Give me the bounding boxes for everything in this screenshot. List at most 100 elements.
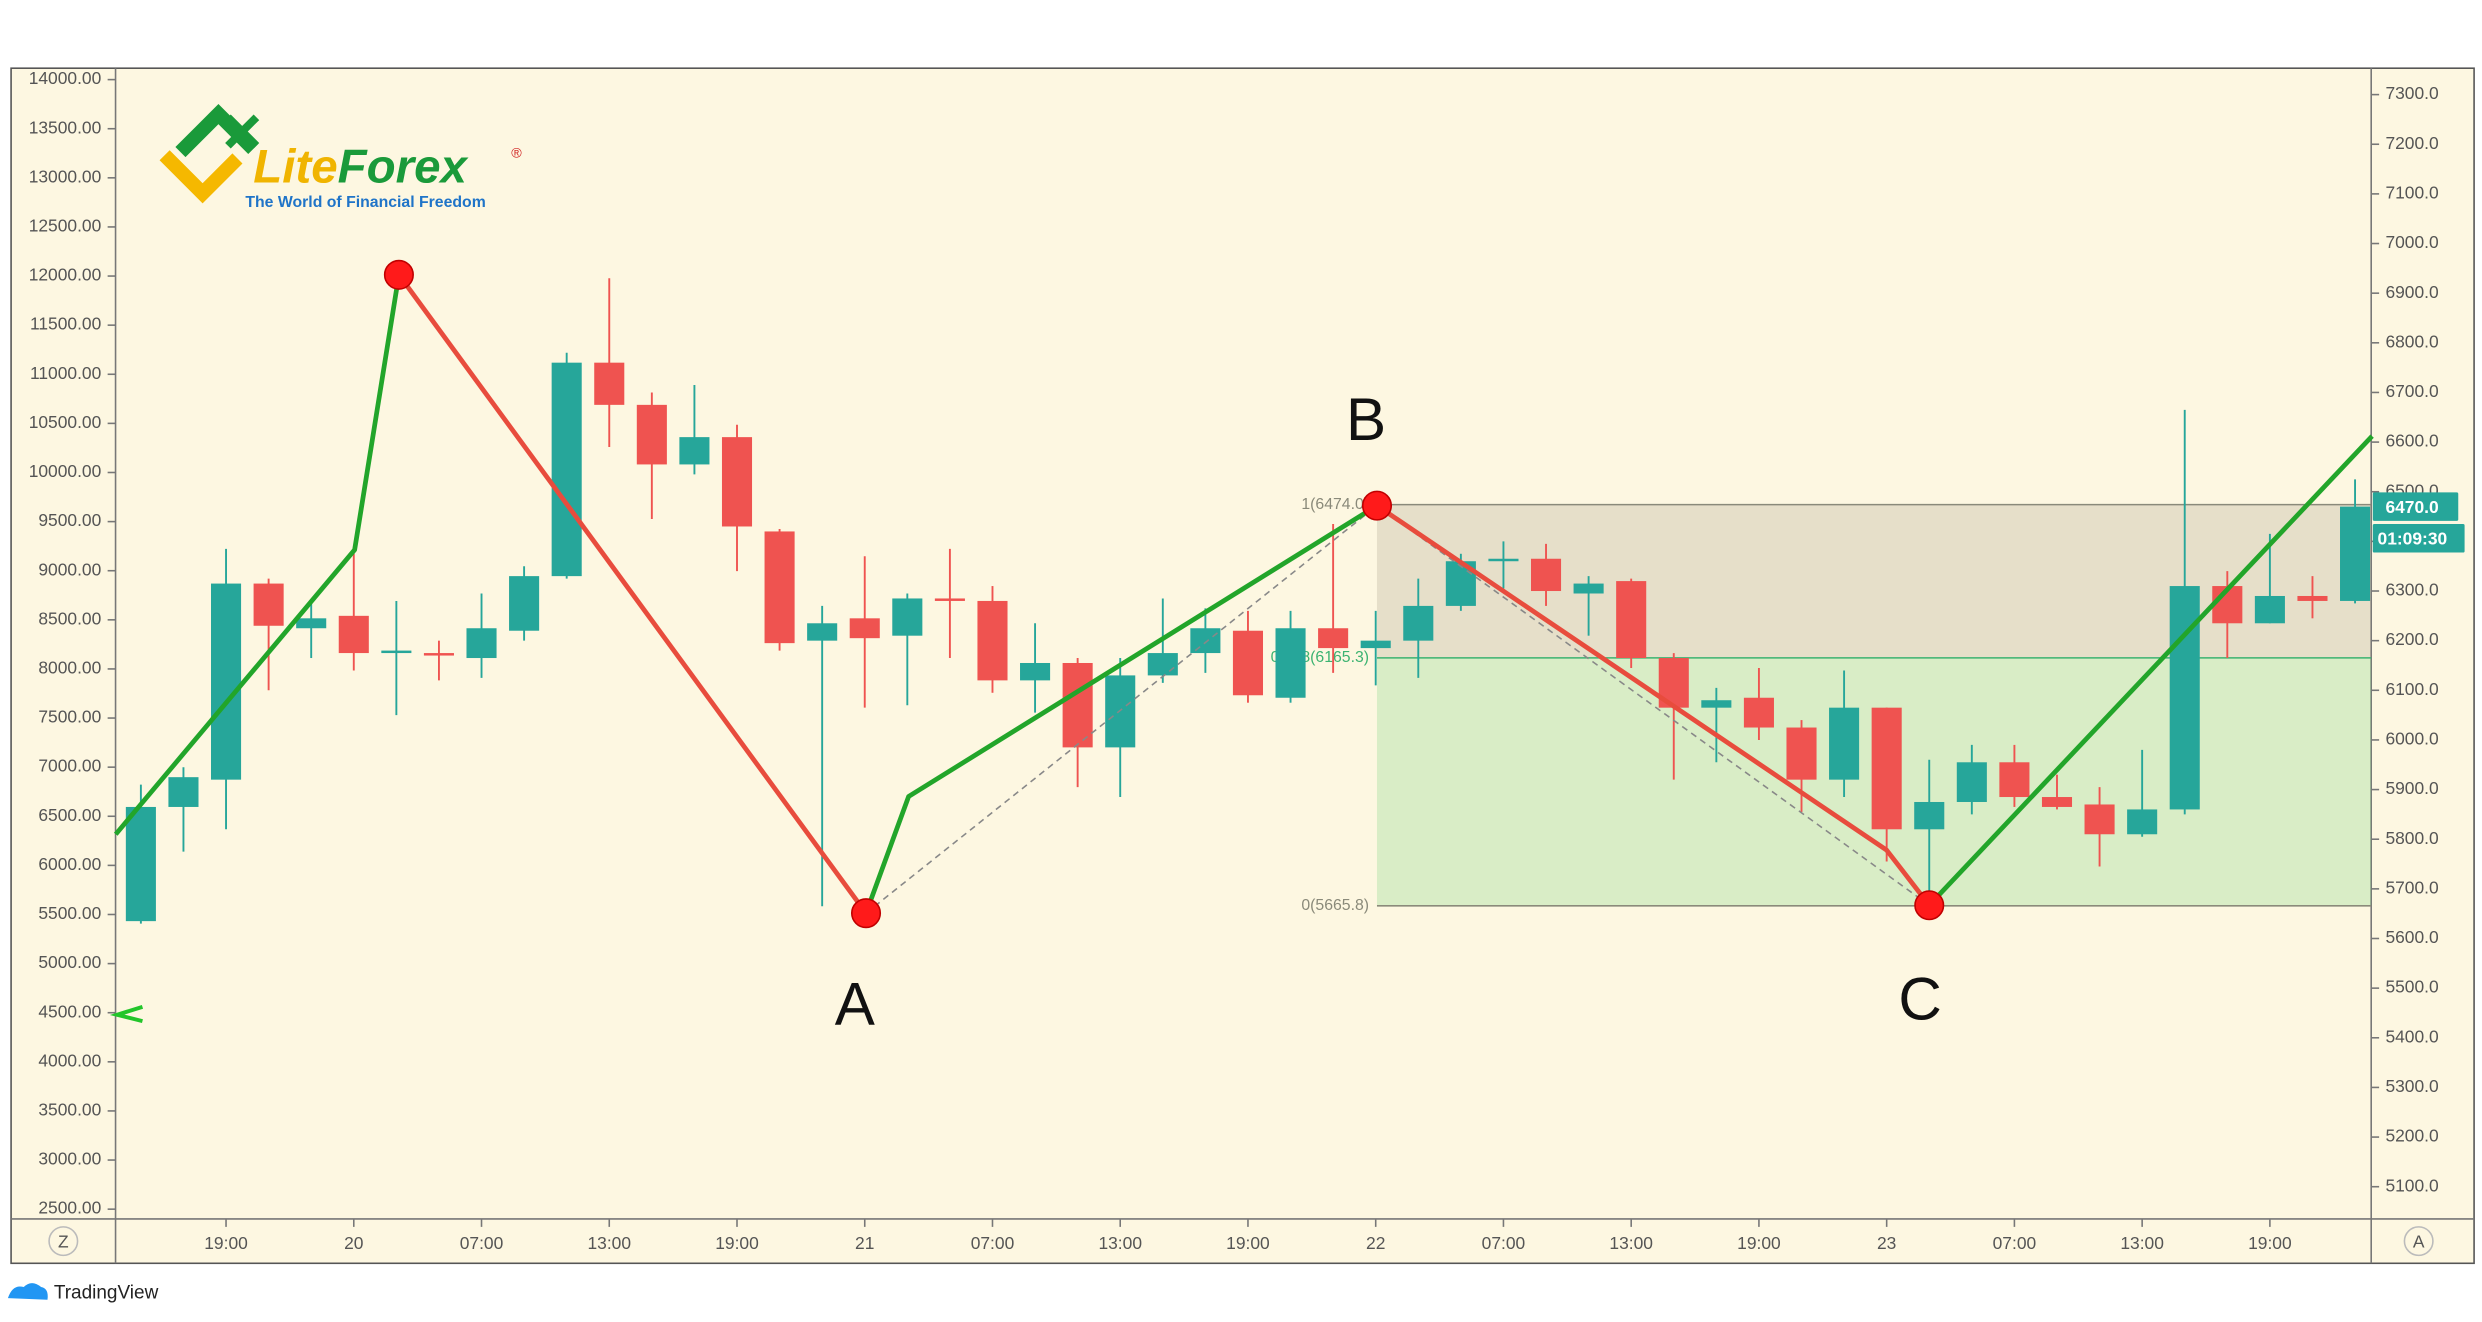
candle-body: [1616, 581, 1647, 659]
y2-tick-label: 5500.0: [2385, 977, 2438, 997]
candle-body: [807, 623, 838, 641]
button-z-label[interactable]: Z: [58, 1231, 69, 1251]
candle-body: [1020, 662, 1051, 681]
candle-body: [253, 583, 284, 626]
candle-body: [296, 618, 327, 629]
y-tick-label: 6000.00: [38, 854, 101, 874]
pivot-point: [850, 898, 882, 929]
y2-tick-label: 6600.0: [2385, 431, 2438, 451]
candle-body: [1403, 605, 1434, 641]
y-tick-label: 6500.00: [38, 805, 101, 825]
y-tick-label: 9500.00: [38, 510, 101, 530]
y2-tick-label: 7000.0: [2385, 232, 2438, 252]
button-z[interactable]: [48, 1226, 79, 1257]
y2-tick-label: 6300.0: [2385, 580, 2438, 600]
x-tick-label: 22: [1366, 1233, 1385, 1253]
candle-body: [892, 598, 923, 636]
logo-text: LiteForex: [253, 140, 468, 193]
logo-tagline: The World of Financial Freedom: [245, 194, 485, 211]
candle-body: [1062, 662, 1093, 748]
candle-body: [1743, 697, 1774, 728]
x-tick-label: 19:00: [204, 1233, 248, 1253]
candle-body: [849, 618, 880, 639]
candle-body: [594, 362, 625, 405]
candle-body: [1530, 558, 1562, 592]
candle-body: [466, 628, 497, 659]
y-tick-label: 7500.00: [38, 707, 101, 727]
pivot-point: [383, 259, 414, 290]
candle-body: [1360, 640, 1391, 649]
y2-tick-label: 5400.0: [2385, 1026, 2438, 1046]
y-tick-label: 10500.00: [29, 412, 102, 432]
candle-body: [168, 777, 199, 807]
candle-body: [1786, 727, 1817, 780]
x-tick-label: 19:00: [715, 1233, 759, 1253]
candle-body: [934, 598, 965, 601]
edge-marker: [109, 1004, 144, 1024]
y2-tick-label: 5600.0: [2385, 927, 2438, 947]
pivot-annotation: C: [1898, 966, 1941, 1033]
candle-body: [764, 531, 795, 644]
y2-tick-label: 5200.0: [2385, 1126, 2438, 1146]
y2-tick-label: 6800.0: [2385, 331, 2438, 351]
candle-body: [1829, 707, 1860, 780]
button-a[interactable]: [2403, 1226, 2434, 1257]
button-a-label[interactable]: A: [2413, 1231, 2425, 1251]
candle-body: [1232, 630, 1264, 696]
logo-registered: ®: [511, 145, 522, 161]
candle-body: [125, 806, 156, 922]
candle-body: [1488, 558, 1519, 562]
candle-body: [2169, 586, 2200, 810]
x-tick-label: 23: [1877, 1233, 1896, 1253]
zigzag-line: [113, 274, 402, 836]
y2-tick-label: 5700.0: [2385, 877, 2438, 897]
x-tick-label: 13:00: [587, 1233, 631, 1253]
y-tick-label: 8000.00: [38, 658, 101, 678]
zigzag-line: [396, 273, 868, 915]
y2-tick-label: 6200.0: [2385, 629, 2438, 649]
pivot-point: [1361, 490, 1393, 521]
pivot-point: [1914, 890, 1945, 921]
candle-body: [2297, 595, 2328, 601]
zigzag-line: [1927, 434, 2374, 907]
candle-body: [721, 437, 753, 527]
x-tick-label: 19:00: [1226, 1233, 1270, 1253]
x-tick-label: 19:00: [2248, 1233, 2292, 1253]
candle-body: [2041, 797, 2073, 807]
y-tick-label: 2500.00: [38, 1198, 101, 1218]
fib-band: [1376, 504, 2372, 658]
y2-tick-label: 5900.0: [2385, 778, 2438, 798]
y-tick-label: 11500.00: [30, 314, 101, 334]
candle-body: [381, 650, 412, 654]
y-tick-label: 4500.00: [38, 1001, 101, 1021]
pivot-annotation: B: [1346, 386, 1386, 453]
dashed-connector: [865, 505, 1378, 914]
candle-body: [1573, 583, 1604, 594]
logo-cross: [225, 114, 260, 149]
y-tick-label: 12500.00: [29, 216, 102, 236]
y2-tick-label: 6900.0: [2385, 282, 2438, 302]
candles-layer: [125, 278, 2371, 924]
y2-tick-label: 7300.0: [2385, 83, 2438, 103]
candle-body: [2340, 506, 2371, 601]
candle-body: [509, 576, 540, 631]
logo: LiteForex ® The World of Financial Freed…: [159, 104, 522, 211]
countdown-label: 01:09:30: [2378, 528, 2448, 548]
y-tick-label: 12000.00: [29, 265, 102, 285]
y-tick-label: 13500.00: [29, 117, 102, 137]
y2-tick-label: 7200.0: [2385, 133, 2438, 153]
y-tick-label: 13000.00: [29, 166, 102, 186]
candle-body: [551, 362, 582, 577]
y-tick-label: 3000.00: [38, 1149, 101, 1169]
fib-level-label: 1(6474.0): [1301, 496, 1369, 513]
y2-tick-label: 7100.0: [2385, 182, 2438, 202]
y2-tick-label: 5800.0: [2385, 828, 2438, 848]
candle-body: [338, 615, 369, 654]
y-tick-label: 10000.00: [29, 461, 102, 481]
logo-part1: Lite: [253, 140, 337, 193]
candle-body: [1190, 628, 1221, 654]
zigzag-layer: A B C: [113, 259, 2374, 1037]
y2-tick-label: 5100.0: [2385, 1175, 2438, 1195]
